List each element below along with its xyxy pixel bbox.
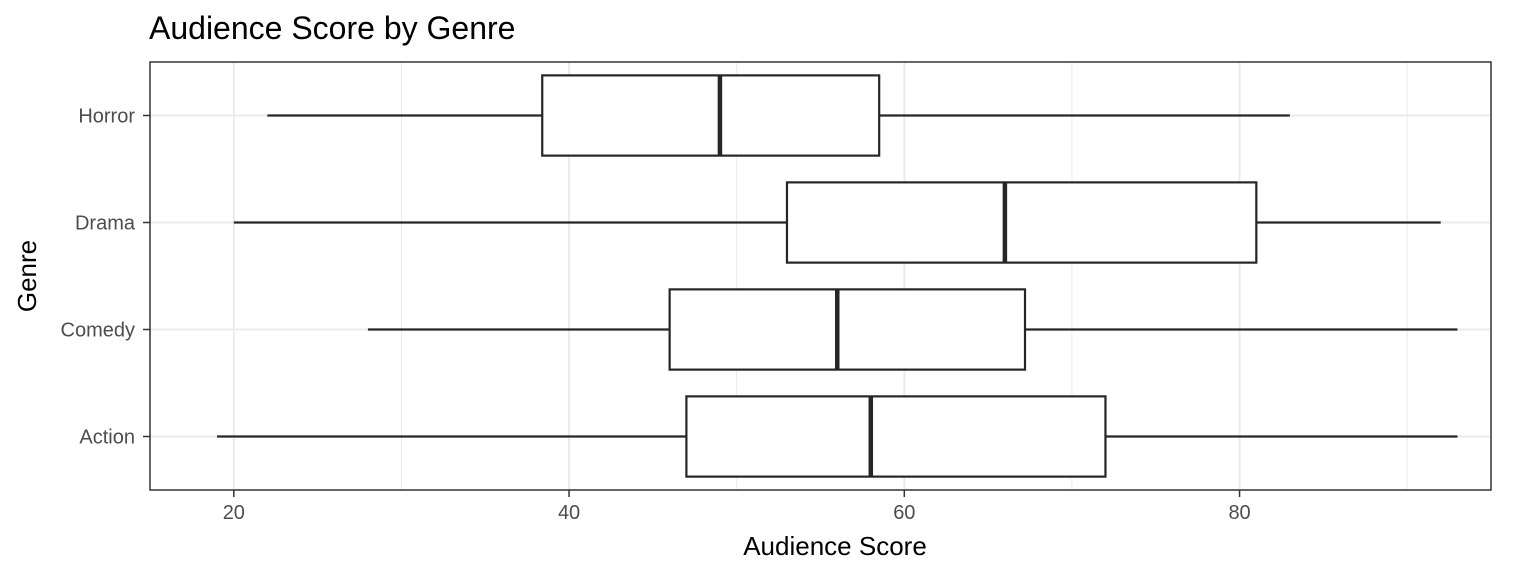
- y-tick-label: Horror: [78, 106, 135, 128]
- panel-border: [149, 61, 1492, 491]
- box-action: [217, 395, 1458, 478]
- box-iqr: [668, 288, 1027, 371]
- box-iqr: [685, 395, 1107, 478]
- box-iqr: [541, 74, 881, 157]
- chart-title: Audience Score by Genre: [149, 10, 515, 46]
- box-drama: [233, 181, 1441, 264]
- x-tick-label: 60: [893, 502, 915, 524]
- x-tick-label: 40: [558, 502, 580, 524]
- x-tick-label: 20: [223, 502, 245, 524]
- box-comedy: [367, 288, 1458, 371]
- box-series: [217, 74, 1458, 478]
- x-axis-title: Audience Score: [743, 531, 927, 561]
- axes: 20 40 60 80 Action Comedy Drama Horror: [61, 106, 1251, 525]
- y-tick-label: Action: [79, 427, 135, 449]
- y-tick-label: Drama: [75, 213, 136, 235]
- box-iqr: [785, 181, 1258, 264]
- y-axis-title: Genre: [12, 240, 42, 312]
- box-horror: [267, 74, 1290, 157]
- y-tick-label: Comedy: [61, 320, 135, 342]
- x-tick-label: 80: [1228, 502, 1250, 524]
